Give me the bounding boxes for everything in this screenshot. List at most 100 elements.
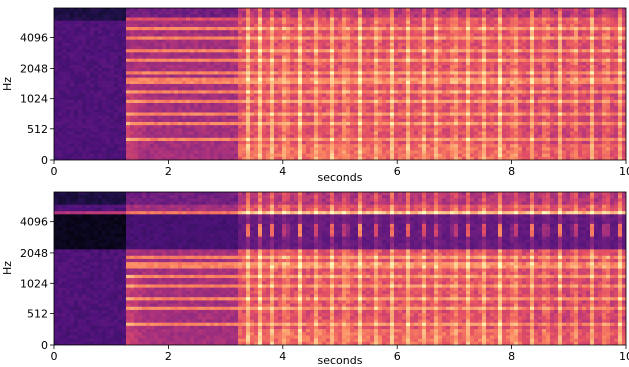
spectrogram-cell xyxy=(390,77,395,82)
spectrogram-cell xyxy=(122,36,127,41)
spectrogram-cell xyxy=(58,147,63,152)
spectrogram-cell xyxy=(402,42,407,47)
spectrogram-cell xyxy=(118,14,123,19)
spectrogram-cell xyxy=(250,80,255,85)
spectrogram-cell xyxy=(466,141,471,145)
spectrogram-cell xyxy=(366,93,371,98)
spectrogram-cell xyxy=(454,99,459,104)
spectrogram-cell xyxy=(238,27,243,31)
spectrogram-cell xyxy=(306,14,311,19)
spectrogram-cell xyxy=(462,42,467,47)
spectrogram-cell xyxy=(454,118,459,123)
spectrogram-cell xyxy=(370,90,375,95)
spectrogram-cell xyxy=(142,156,147,160)
spectrogram-cell xyxy=(306,11,311,15)
spectrogram-cell xyxy=(150,17,155,22)
spectrogram-cell xyxy=(74,93,79,98)
spectrogram-cell xyxy=(434,156,439,160)
spectrogram-cell xyxy=(358,30,363,34)
spectrogram-cell xyxy=(70,103,75,107)
spectrogram-cell xyxy=(102,156,107,160)
spectrogram-cell xyxy=(298,77,303,82)
spectrogram-cell xyxy=(174,122,179,126)
spectrogram-cell xyxy=(422,122,427,126)
spectrogram-cell xyxy=(330,93,335,98)
spectrogram-cell xyxy=(398,128,403,133)
spectrogram-cell xyxy=(230,80,235,85)
spectrogram-cell xyxy=(262,39,267,44)
spectrogram-cell xyxy=(54,27,59,31)
spectrogram-cell xyxy=(418,23,423,28)
spectrogram-cell xyxy=(66,65,71,69)
spectrogram-cell xyxy=(394,115,399,120)
spectrogram-cell xyxy=(262,109,267,114)
spectrogram-cell xyxy=(426,11,431,15)
spectrogram-cell xyxy=(358,125,363,129)
spectrogram-cell xyxy=(450,131,455,136)
spectrogram-cell xyxy=(206,156,211,160)
spectrogram-cell xyxy=(390,49,395,53)
spectrogram-cell xyxy=(398,115,403,120)
spectrogram-cell xyxy=(454,96,459,101)
spectrogram-cell xyxy=(422,30,427,34)
spectrogram-cell xyxy=(234,118,239,123)
spectrogram-cell xyxy=(98,61,103,66)
spectrogram-cell xyxy=(86,103,91,107)
spectrogram-cell xyxy=(94,61,99,66)
spectrogram-cell xyxy=(402,74,407,79)
spectrogram-cell xyxy=(378,8,383,12)
spectrogram-cell xyxy=(434,23,439,28)
spectrogram-cell xyxy=(86,33,91,38)
spectrogram-cell xyxy=(90,137,95,142)
spectrogram-cell xyxy=(118,20,123,25)
spectrogram-cell xyxy=(114,128,119,133)
spectrogram-cell xyxy=(286,125,291,129)
spectrogram-cell xyxy=(278,90,283,95)
spectrogram-cell xyxy=(126,49,131,53)
spectrogram-cell xyxy=(310,112,315,117)
spectrogram-cell xyxy=(70,55,75,60)
spectrogram-cell xyxy=(82,58,87,63)
spectrogram-cell xyxy=(330,122,335,126)
spectrogram-cell xyxy=(250,109,255,114)
spectrogram-cell xyxy=(418,58,423,63)
spectrogram-cell xyxy=(162,106,167,110)
spectrogram-cell xyxy=(134,153,139,158)
spectrogram-cell xyxy=(298,14,303,19)
spectrogram-cell xyxy=(154,87,159,91)
spectrogram-cell xyxy=(434,90,439,95)
spectrogram-cell xyxy=(214,147,219,152)
spectrogram-cell xyxy=(270,14,275,19)
spectrogram-cell xyxy=(142,84,147,88)
spectrogram-cell xyxy=(182,125,187,129)
spectrogram-cell xyxy=(190,17,195,22)
spectrogram-cell xyxy=(342,103,347,107)
spectrogram-cell xyxy=(262,55,267,60)
spectrogram-cell xyxy=(170,87,175,91)
spectrogram-cell xyxy=(138,115,143,120)
spectrogram-cell xyxy=(218,90,223,95)
spectrogram-cell xyxy=(90,144,95,148)
spectrogram-cell xyxy=(410,118,415,123)
spectrogram-cell xyxy=(438,68,443,72)
spectrogram-cell xyxy=(270,58,275,63)
spectrogram-cell xyxy=(186,106,191,110)
spectrogram-cell xyxy=(146,42,151,47)
spectrogram-cell xyxy=(310,14,315,19)
spectrogram-cell xyxy=(150,33,155,38)
spectrogram-cell xyxy=(126,61,131,66)
spectrogram-cell xyxy=(102,46,107,50)
spectrogram-cell xyxy=(322,55,327,60)
spectrogram-cell xyxy=(218,141,223,145)
spectrogram-cell xyxy=(150,23,155,28)
spectrogram-cell xyxy=(230,144,235,148)
spectrogram-cell xyxy=(374,39,379,44)
spectrogram-cell xyxy=(286,103,291,107)
spectrogram-cell xyxy=(462,30,467,34)
spectrogram-cell xyxy=(454,93,459,98)
spectrogram-cell xyxy=(214,17,219,22)
spectrogram-cell xyxy=(230,71,235,76)
spectrogram-cell xyxy=(274,74,279,79)
spectrogram-cell xyxy=(238,144,243,148)
spectrogram-cell xyxy=(134,30,139,34)
